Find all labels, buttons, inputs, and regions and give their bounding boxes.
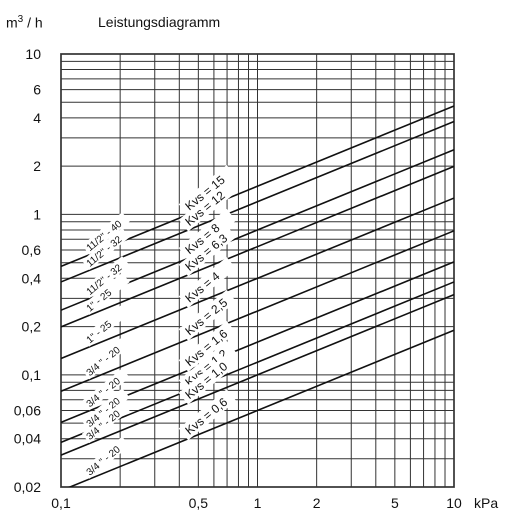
- y-unit-rest: / h: [27, 14, 43, 31]
- y-tick-label: 0,02: [14, 479, 41, 495]
- y-unit-label: m3 / h: [6, 14, 43, 31]
- x-axis-unit: kPa: [474, 495, 498, 511]
- x-tick-label: 0,5: [189, 495, 209, 511]
- series-line: [61, 120, 454, 283]
- series-line: [61, 293, 454, 456]
- kvs-label-bg: [178, 180, 237, 232]
- size-label-bg: [81, 436, 130, 479]
- y-tick-label: 6: [33, 82, 41, 98]
- y-unit-base: m: [6, 14, 18, 31]
- y-unit-sup: 3: [17, 14, 24, 25]
- y-tick-labels: 0,02 0,04 0,06 0,1 0,2 0,4 0,6 1 2 4 6 10: [14, 46, 41, 495]
- y-tick-label: 1: [33, 206, 41, 222]
- kvs-label-bg: [178, 341, 237, 392]
- x-tick-label: 5: [391, 495, 399, 511]
- size-label-bg: [81, 227, 130, 271]
- size-label-bg: [81, 256, 130, 299]
- y-tick-label: 0,6: [22, 242, 42, 258]
- kvs-label-bg: [178, 389, 237, 441]
- kvs-label-bg: [178, 225, 237, 277]
- x-tick-label: 1: [254, 495, 262, 511]
- series-line: [61, 281, 454, 444]
- size-label-bg: [81, 388, 130, 431]
- kvs-label-bg: [178, 165, 237, 216]
- kvs-label-bg: [178, 208, 237, 260]
- kvs-label-bg: [178, 353, 237, 405]
- series-line: [67, 329, 454, 487]
- series-line: [61, 197, 454, 360]
- y-tick-label: 4: [33, 110, 41, 126]
- kvs-label-bg: [178, 320, 237, 372]
- size-label-bg: [81, 368, 130, 411]
- series-line: [61, 165, 454, 328]
- size-label-bg: [81, 212, 130, 255]
- y-tick-label: 0,1: [22, 367, 42, 383]
- x-tick-label: 2: [313, 495, 321, 511]
- x-tick-label: 10: [446, 495, 462, 511]
- x-tick-label: 0,1: [51, 495, 71, 511]
- size-label-bg: [81, 304, 130, 347]
- x-tick-labels: 0,1 0,5 1 2 5 10: [51, 495, 462, 511]
- y-tick-label: 2: [33, 158, 41, 174]
- size-label-bg: [81, 337, 130, 380]
- chart-title: Leistungsdiagramm: [98, 14, 221, 30]
- y-tick-label: 0,2: [22, 319, 42, 335]
- kvs-label-bg: [178, 289, 237, 341]
- y-tick-label: 10: [25, 46, 41, 62]
- series-line: [61, 230, 454, 392]
- y-tick-label: 0,4: [22, 270, 42, 286]
- size-label-bg: [81, 400, 130, 444]
- kvs-label-bg: [178, 257, 237, 308]
- y-tick-label: 0,04: [14, 431, 41, 447]
- y-tick-label: 0,06: [14, 402, 41, 418]
- size-label-bg: [81, 272, 130, 315]
